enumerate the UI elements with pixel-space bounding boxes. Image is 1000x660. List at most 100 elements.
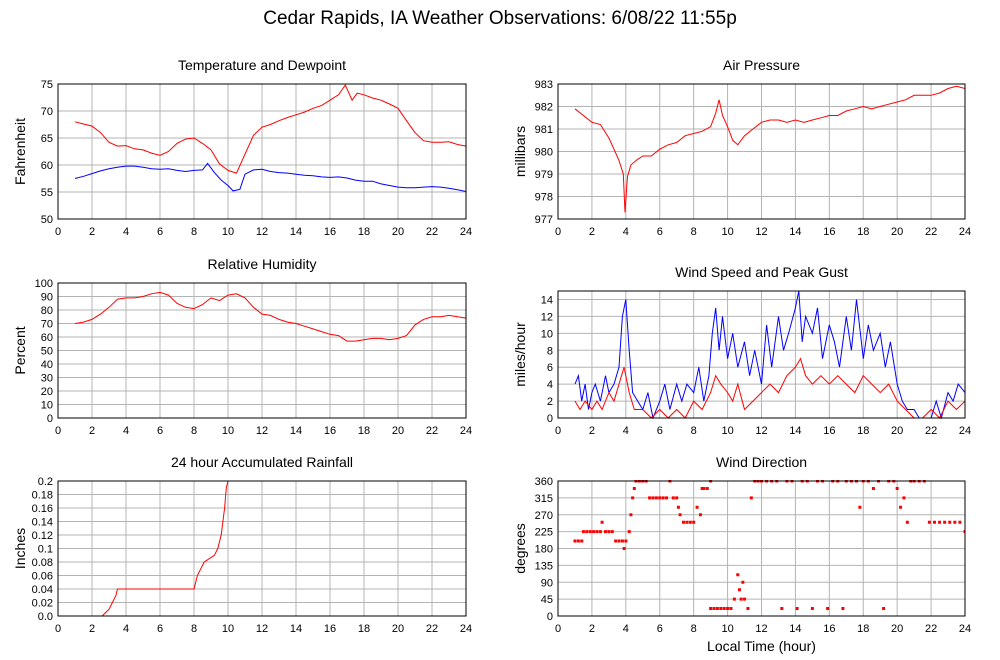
y-axis-label: millibars: [512, 126, 528, 177]
data-point: [958, 520, 962, 524]
chart-title: Air Pressure: [723, 57, 800, 73]
data-point: [741, 580, 745, 584]
plot-frame: [57, 480, 467, 617]
y-tick-label: 0.08: [32, 557, 53, 569]
data-point: [617, 539, 621, 543]
x-tick-label: 24: [460, 226, 472, 238]
data-point: [661, 496, 665, 500]
y-tick-label: 0.02: [32, 598, 53, 610]
x-tick-label: 18: [358, 226, 370, 238]
x-tick-label: 8: [691, 425, 697, 437]
data-point: [705, 487, 709, 490]
y-tick-label: 2: [547, 396, 553, 408]
plot-frame: [57, 282, 467, 419]
data-point: [719, 607, 723, 610]
data-point: [826, 607, 830, 610]
x-tick-label: 18: [857, 425, 869, 437]
x-tick-label: 12: [755, 425, 767, 437]
data-point: [712, 607, 716, 610]
y-tick-label: 0.2: [38, 476, 53, 488]
data-point: [622, 547, 626, 550]
data-point: [665, 496, 669, 500]
x-tick-label: 12: [256, 623, 268, 635]
x-tick-label: 2: [589, 226, 595, 238]
series-line-1: [574, 357, 965, 419]
y-tick-label: 6: [547, 362, 553, 374]
data-point: [737, 588, 741, 592]
data-point: [700, 487, 704, 490]
chart-title: Relative Humidity: [208, 256, 317, 272]
x-tick-label: 18: [857, 226, 869, 238]
data-point: [736, 573, 740, 577]
y-tick-label: 0.16: [32, 503, 53, 515]
x-tick-label: 4: [123, 623, 129, 635]
y-axis-label: degrees: [512, 523, 528, 574]
data-point: [780, 607, 784, 610]
x-tick-label: 22: [426, 226, 438, 238]
y-tick-label: 0.04: [32, 584, 53, 596]
y-tick-label: 45: [541, 594, 553, 606]
data-point: [658, 496, 662, 500]
x-tick-label: 10: [721, 425, 733, 437]
data-point: [624, 539, 628, 543]
y-tick-label: 978: [535, 192, 553, 204]
data-point: [692, 520, 696, 524]
y-tick-label: 0.0: [38, 611, 53, 623]
y-tick-label: 0.18: [32, 490, 53, 502]
y-tick-label: 55: [41, 187, 53, 199]
data-point: [715, 607, 719, 610]
data-point: [709, 607, 713, 610]
data-point: [648, 496, 652, 500]
data-point: [739, 597, 743, 601]
data-point: [581, 530, 585, 534]
y-tick-label: 4: [547, 379, 553, 391]
y-tick-label: 983: [535, 79, 553, 91]
chart-title: Wind Speed and Peak Gust: [675, 264, 848, 280]
data-point: [614, 539, 618, 543]
x-tick-label: 4: [123, 226, 129, 238]
x-tick-label: 4: [123, 425, 129, 437]
data-point: [632, 487, 636, 490]
y-axis-label: Inches: [12, 528, 28, 569]
data-point: [610, 530, 614, 534]
y-tick-label: 980: [535, 147, 553, 159]
data-point: [607, 530, 611, 534]
x-tick-label: 8: [691, 623, 697, 635]
x-tick-label: 18: [358, 623, 370, 635]
y-tick-label: 80: [41, 305, 53, 317]
data-point: [899, 505, 903, 509]
x-tick-label: 18: [358, 425, 370, 437]
data-point: [882, 607, 886, 610]
y-tick-label: 50: [41, 346, 53, 358]
data-point: [631, 496, 635, 500]
y-tick-label: 65: [41, 133, 53, 145]
data-point: [620, 539, 624, 543]
data-point: [629, 513, 633, 517]
y-tick-label: 360: [535, 476, 553, 488]
y-axis-label: Percent: [12, 326, 28, 374]
y-tick-label: 977: [535, 214, 553, 226]
y-tick-label: 979: [535, 169, 553, 181]
x-tick-label: 2: [89, 226, 95, 238]
data-point: [948, 520, 952, 524]
x-tick-label: 2: [89, 623, 95, 635]
y-axis-label: Fahrenheit: [12, 118, 28, 185]
x-tick-label: 12: [256, 425, 268, 437]
data-point: [729, 607, 733, 610]
plot-frame: [557, 83, 966, 220]
series-0: [573, 480, 965, 610]
x-tick-label: 16: [324, 623, 336, 635]
data-point: [603, 530, 607, 534]
x-tick-label: 20: [392, 226, 404, 238]
y-tick-label: 70: [41, 106, 53, 118]
x-tick-label: 16: [823, 425, 835, 437]
x-tick-label: 0: [555, 226, 561, 238]
x-tick-label: 0: [55, 623, 61, 635]
x-tick-label: 12: [755, 226, 767, 238]
y-tick-label: 0.06: [32, 571, 53, 583]
data-point: [895, 487, 899, 490]
series-line-0: [574, 290, 965, 419]
plot-frame: [557, 290, 966, 419]
